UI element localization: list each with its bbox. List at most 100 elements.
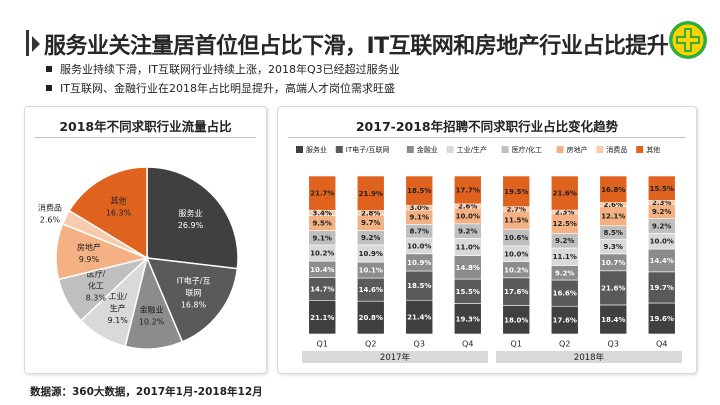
pie-slice-value: 26.9%: [178, 221, 204, 230]
pie-slice-label: 医疗/: [86, 268, 105, 278]
data-label: 9.1%: [410, 214, 429, 222]
x-tick-label: Q1: [511, 340, 522, 349]
data-label: 8.5%: [604, 229, 623, 237]
data-label: 11.5%: [504, 217, 528, 225]
data-label: 18.5%: [407, 187, 431, 195]
legend-swatch: [296, 146, 303, 153]
data-label: 18.4%: [601, 316, 625, 324]
x-tick-label: Q3: [608, 340, 619, 349]
data-label: 17.6%: [504, 288, 528, 296]
data-label: 21.6%: [601, 284, 625, 292]
pie-slice-value: 9.9%: [79, 255, 100, 264]
bar-segment: [356, 175, 385, 211]
title-bar-marker: [26, 30, 29, 56]
bullet-item: IT互联网、金融行业在2018年占比明显提升，高端人才岗位需求旺盛: [44, 79, 400, 98]
data-label: 10.2%: [504, 266, 528, 274]
data-label: 9.5%: [313, 220, 332, 228]
bar-segment: [308, 300, 337, 335]
pie-slice-value: 16.3%: [106, 209, 132, 218]
stacked-bar-chart: 服务业 IT电子/互联网 金融业 工业/生产 医疗/化工 房地产 消费品 其他 21.1% 14.…: [296, 145, 682, 363]
data-label: 2.8%: [361, 209, 380, 217]
legend-swatch: [556, 146, 564, 153]
x-tick-label: Q4: [462, 340, 473, 349]
data-label: 14.8%: [456, 264, 480, 272]
page-title: 服务业关注量居首位但占比下滑，IT互联网和房地产行业占比提升: [44, 34, 669, 59]
data-label: 2.3%: [555, 208, 574, 216]
data-label: 9.3%: [604, 243, 623, 251]
data-label: 2.6%: [458, 202, 477, 210]
bar-segment: [405, 175, 434, 206]
pie-chart-title: 2018年不同求职行业流量占比: [59, 119, 232, 134]
pie-slice-value: 9.1%: [108, 316, 129, 325]
legend-label: IT电子/互联网: [346, 145, 390, 154]
data-label: 3.4%: [313, 209, 332, 217]
pie-chart-panel: 2018年不同求职行业流量占比 服务业 26.9% IT电子/互 联网 16.8% 金融业…: [24, 106, 267, 374]
x-tick-label: Q4: [656, 340, 667, 349]
pie-slice-label: 化工: [88, 280, 104, 290]
legend-swatch: [446, 146, 454, 153]
pie-slice-label: IT电子/互: [177, 276, 211, 286]
data-label: 10.0%: [650, 238, 674, 246]
legend-label: 消费品: [606, 145, 627, 154]
data-label: 9.2%: [652, 222, 671, 230]
legend-swatch: [596, 146, 604, 153]
x-tick-label: Q2: [559, 340, 570, 349]
data-label: 11.0%: [456, 244, 480, 252]
bar-segment: [647, 302, 676, 335]
data-label: 11.1%: [553, 253, 577, 261]
data-label: 10.0%: [407, 242, 431, 250]
data-label: 21.7%: [310, 190, 334, 198]
divider: [288, 137, 686, 138]
data-label: 9.2%: [458, 228, 477, 236]
bar-segment: [453, 303, 482, 335]
data-label: 3.0%: [410, 204, 429, 212]
data-label: 14.4%: [650, 257, 674, 265]
x-tick-label: Q3: [414, 340, 425, 349]
legend-label: 其他: [646, 145, 660, 154]
data-label: 18.0%: [504, 316, 528, 324]
pie-slice: [145, 257, 239, 343]
bar-segment: [453, 175, 482, 205]
data-label: 10.9%: [407, 259, 431, 267]
legend-swatch: [636, 146, 644, 153]
data-label: 2.6%: [604, 201, 623, 209]
bar-segment: [308, 175, 337, 211]
pie-slice-label: 生产: [110, 303, 126, 313]
data-label: 17.6%: [553, 317, 577, 325]
bar-chart-title: 2017-2018年招聘不同求职行业占比变化趋势: [355, 119, 619, 134]
data-label: 19.6%: [650, 315, 674, 323]
data-label: 9.2%: [361, 234, 380, 242]
data-label: 12.1%: [601, 213, 625, 221]
legend-label: 医疗/化工: [512, 145, 542, 154]
brand-logo-icon: [669, 21, 707, 59]
legend-label: 房地产: [567, 145, 588, 154]
data-label: 15.5%: [650, 185, 674, 193]
data-label: 16.6%: [553, 290, 577, 298]
pie-slice-label: 房地产: [77, 242, 101, 252]
data-label: 10.0%: [504, 250, 528, 258]
title-arrow-icon: [32, 36, 40, 52]
data-label: 17.7%: [456, 186, 480, 194]
pie-slice-value: 8.3%: [86, 293, 107, 302]
pie-slice: [68, 166, 148, 260]
year-group-label: 2018年: [574, 352, 605, 363]
data-label: 10.2%: [310, 250, 334, 258]
bullet-list: 服务业持续下滑，IT互联网行业持续上涨，2018年Q3已经超过服务业 IT互联网…: [44, 60, 400, 98]
legend-swatch: [406, 146, 414, 153]
data-label: 21.6%: [553, 190, 577, 198]
bar-segment: [356, 300, 385, 335]
bar-segment: [405, 299, 434, 335]
pie-chart: 服务业 26.9% IT电子/互联网 16.8% 金融业 10.2% 工业/生产 9.1% 医疗…: [38, 166, 239, 350]
data-label: 10.1%: [359, 267, 383, 275]
bar-segment: [550, 279, 579, 307]
data-label: 21.9%: [359, 190, 383, 198]
data-label: 12.5%: [553, 220, 577, 228]
pie-slice: [146, 166, 239, 270]
data-label: 2.3%: [652, 199, 671, 207]
pie-slice-value: 2.6%: [40, 216, 61, 225]
data-label: 9.2%: [555, 237, 574, 245]
bar-segment: [502, 305, 531, 335]
data-label: 10.0%: [456, 212, 480, 220]
data-label: 14.6%: [359, 286, 383, 294]
